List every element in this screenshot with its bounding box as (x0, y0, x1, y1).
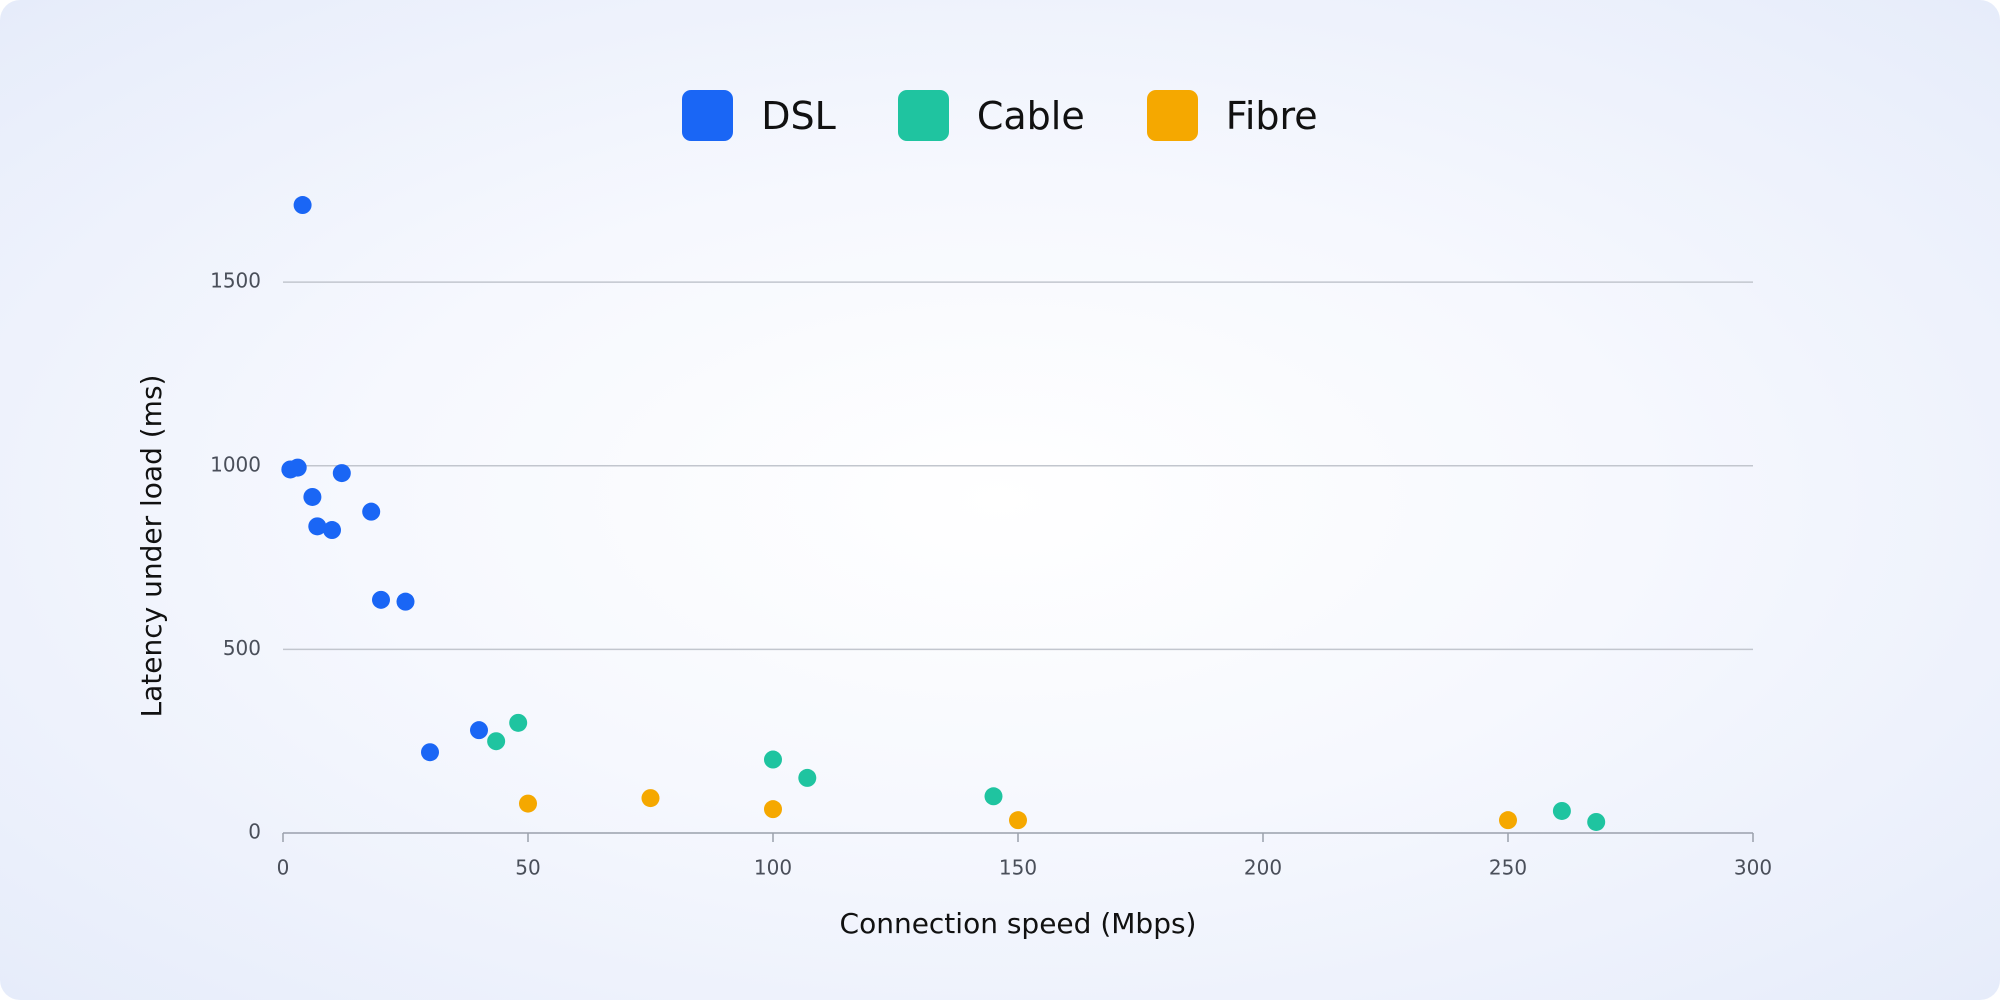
point (288, 458, 307, 477)
legend-entry: Cable (897, 90, 1085, 141)
y-tick-label: 500 (223, 636, 261, 660)
y-tick-label: 1500 (210, 269, 261, 293)
x-tick-label: 0 (277, 856, 290, 880)
point (641, 789, 660, 808)
point (1009, 811, 1027, 830)
point (332, 464, 351, 483)
point (519, 794, 537, 813)
point (470, 721, 488, 740)
x-axis-title: Connection speed (Mbps) (840, 907, 1197, 940)
y-tick-label: 0 (248, 820, 261, 844)
point (1552, 801, 1571, 820)
x-tick-label: 100 (754, 856, 792, 880)
point (764, 750, 782, 769)
legend-entry: DSL (682, 90, 836, 141)
point (764, 800, 782, 819)
point (362, 502, 381, 521)
point (1587, 812, 1606, 831)
point (303, 487, 322, 506)
x-tick-label: 250 (1489, 856, 1527, 880)
x-tick-label: 200 (1244, 856, 1282, 880)
legend: DSL Cable Fibre (0, 90, 2000, 141)
point (1499, 811, 1517, 830)
y-tick-label: 1000 (210, 452, 261, 476)
legend-label: Fibre (1225, 93, 1318, 138)
x-tick-label: 50 (515, 856, 540, 880)
point (396, 592, 415, 611)
point (372, 590, 390, 609)
x-tick-label: 300 (1734, 856, 1772, 880)
point (421, 743, 439, 762)
point (487, 732, 506, 751)
legend-label: DSL (761, 93, 836, 138)
point (509, 713, 528, 732)
legend-swatch (682, 90, 734, 141)
point (798, 768, 817, 787)
point (323, 521, 341, 540)
legend-swatch (1146, 90, 1198, 141)
x-tick-label: 150 (999, 856, 1037, 880)
point (984, 787, 1003, 806)
legend-entry: Fibre (1146, 90, 1318, 141)
legend-swatch (897, 90, 949, 141)
point (293, 196, 312, 215)
legend-label: Cable (976, 93, 1085, 138)
point (308, 517, 327, 536)
y-axis-title: Latency under load (ms) (135, 375, 168, 718)
